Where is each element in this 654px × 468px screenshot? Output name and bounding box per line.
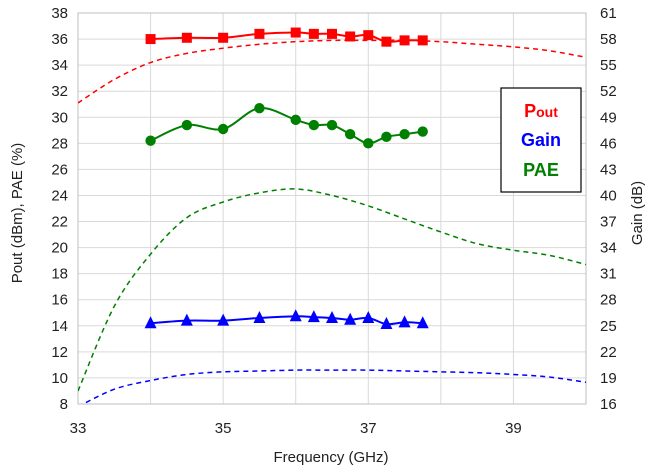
gain_measured-point [344,312,357,325]
pout_simulated-line [78,39,586,104]
right-tick-label: 58 [600,31,617,48]
left-tick-label: 16 [51,292,68,309]
gain_simulated-line [81,369,586,404]
left-tick-label: 14 [51,318,68,335]
pae_measured-point [145,135,156,146]
pout_measured-point [181,32,192,43]
right-axis-title: Gain (dB) [629,181,646,245]
left-tick-label: 22 [51,214,68,231]
left-axis-ticks: 8 10 12 14 16 18 20 22 24 26 28 30 32 34 36 38 [51,5,68,413]
right-tick-label: 52 [600,83,617,100]
x-tick-label: 33 [70,420,87,437]
gain_measured-point [398,315,411,328]
grid [78,12,586,405]
left-tick-label: 28 [51,135,68,152]
legend-pae: PAE [523,160,559,180]
legend-pout-sub: out [536,104,558,120]
pout_measured-point [254,28,265,39]
right-tick-label: 16 [600,396,617,413]
pout_measured-point [327,28,337,39]
right-tick-label: 31 [600,266,617,283]
pae_measured-point [326,119,338,131]
gain_measured-point [307,310,320,323]
right-tick-label: 43 [600,161,617,178]
pout_measured-point [363,30,374,41]
right-tick-label: 55 [600,57,617,74]
gain_measured-point [180,313,193,326]
series-gain_simulated [81,369,586,404]
right-tick-label: 22 [600,344,617,361]
series-pout_measured [145,27,428,47]
right-tick-label: 61 [600,5,617,22]
left-tick-label: 20 [51,240,68,257]
gain_measured-point [380,317,393,330]
left-tick-label: 32 [51,83,68,100]
series-pae_simulated [78,188,586,392]
right-tick-label: 25 [600,318,617,335]
left-tick-label: 12 [51,344,68,361]
pae_measured-point [181,119,193,131]
pout_measured-point [417,35,428,46]
x-tick-label: 37 [360,420,377,437]
right-tick-label: 46 [600,135,617,152]
left-tick-label: 38 [51,5,68,22]
pout_measured-point [145,34,156,45]
gain_measured-point [326,310,338,323]
gain_measured-point [144,316,157,329]
left-tick-label: 34 [51,57,68,74]
left-tick-label: 30 [51,109,68,126]
right-tick-label: 28 [600,292,617,309]
series-layer [78,27,586,404]
left-tick-label: 10 [51,370,68,387]
pae_measured-point [363,138,374,149]
pae_measured-point [308,119,320,131]
pae_measured-point [217,123,229,135]
pout_measured-point [290,27,301,38]
pout_measured-point [308,28,319,39]
legend: Pout Gain PAE [500,87,582,193]
legend-box [500,87,582,193]
left-axis-title: Pout (dBm), PAE (%) [9,143,26,284]
series-pae_measured [145,102,428,149]
right-tick-label: 40 [600,187,617,204]
pae_simulated-line [78,188,586,392]
gain_measured-point [416,316,429,329]
left-tick-label: 24 [51,187,68,204]
pae_measured-point [381,131,392,143]
pae_measured-point [417,126,428,137]
left-tick-label: 8 [60,396,68,413]
x-axis-title: Frequency (GHz) [273,449,388,466]
pae_measured-point [399,129,410,140]
left-tick-label: 26 [51,161,68,178]
pout_measured-point [218,32,229,43]
gain_measured-point [289,309,302,322]
pae_measured-point [344,129,356,140]
x-tick-label: 35 [215,420,232,437]
right-tick-label: 34 [600,240,617,257]
pae_measured-point [290,114,301,126]
legend-gain: Gain [521,130,561,150]
legend-pout: Pout [524,101,558,121]
x-tick-label: 39 [505,420,522,437]
right-tick-label: 49 [600,109,617,126]
right-axis-ticks: 16 19 22 25 28 31 34 37 40 43 46 49 52 55 58 61 [600,5,617,413]
pout_measured-point [381,36,392,47]
x-axis-ticks: 33 35 37 39 [70,420,522,437]
series-pout_simulated [78,39,586,104]
series-gain_measured [144,309,429,330]
legend-pout-main: P [524,101,536,121]
gain_measured-point [253,310,266,323]
pae_measured-point [254,102,265,114]
right-tick-label: 19 [600,370,617,387]
gain_measured-point [362,310,375,323]
gain_measured-point [217,313,230,326]
plot-frame [77,12,587,405]
pout_measured-point [345,31,356,42]
left-tick-label: 18 [51,266,68,283]
left-tick-label: 36 [51,31,68,48]
right-tick-label: 37 [600,214,617,231]
pout_measured-point [399,35,410,46]
